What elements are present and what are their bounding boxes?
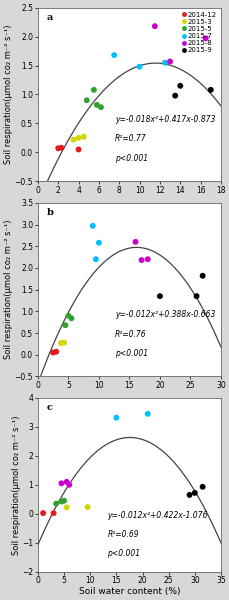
Point bbox=[85, 95, 88, 105]
Point bbox=[69, 313, 73, 323]
Text: y=-0.018x²+0.417x-0.873: y=-0.018x²+0.417x-0.873 bbox=[114, 115, 214, 124]
Point bbox=[76, 145, 80, 154]
Y-axis label: Soil respiration(μmol co₂ m⁻² s⁻¹): Soil respiration(μmol co₂ m⁻² s⁻¹) bbox=[11, 415, 20, 554]
Point bbox=[152, 22, 156, 31]
Point bbox=[59, 338, 63, 348]
Point bbox=[66, 311, 70, 320]
Y-axis label: Soil respiration(μmol co₂ m⁻² s⁻¹): Soil respiration(μmol co₂ m⁻² s⁻¹) bbox=[4, 25, 13, 164]
Text: a: a bbox=[47, 13, 53, 22]
Point bbox=[200, 482, 204, 491]
Point bbox=[54, 499, 58, 508]
Point bbox=[137, 62, 141, 71]
Text: R²=0.77: R²=0.77 bbox=[114, 134, 146, 143]
Point bbox=[194, 292, 198, 301]
Point bbox=[65, 477, 68, 487]
Point bbox=[192, 488, 196, 497]
Point bbox=[56, 143, 60, 153]
Point bbox=[63, 320, 67, 330]
Text: R²=0.69: R²=0.69 bbox=[107, 530, 139, 539]
Point bbox=[76, 133, 80, 143]
Text: c: c bbox=[47, 403, 53, 412]
Point bbox=[92, 85, 95, 95]
Point bbox=[112, 50, 115, 60]
Point bbox=[71, 135, 75, 145]
Point bbox=[51, 348, 55, 358]
Point bbox=[85, 502, 89, 512]
Point bbox=[41, 508, 45, 518]
Legend: 2014-12, 2015-3, 2015-5, 2015-7, 2015-8, 2015-9: 2014-12, 2015-3, 2015-5, 2015-7, 2015-8,… bbox=[181, 11, 217, 54]
Point bbox=[59, 497, 63, 506]
Point bbox=[54, 347, 58, 356]
Point bbox=[59, 479, 63, 488]
Point bbox=[99, 103, 102, 112]
Point bbox=[65, 503, 68, 512]
Text: p<0.001: p<0.001 bbox=[107, 549, 140, 558]
Text: R²=0.76: R²=0.76 bbox=[114, 329, 146, 338]
Point bbox=[139, 256, 143, 265]
Point bbox=[145, 254, 149, 264]
Text: p<0.001: p<0.001 bbox=[114, 154, 147, 163]
Point bbox=[62, 496, 66, 505]
Point bbox=[168, 56, 171, 66]
Text: y=-0.012x²+0.422x-1.076: y=-0.012x²+0.422x-1.076 bbox=[107, 511, 207, 520]
Text: y=-0.012x²+0.388x-0.663: y=-0.012x²+0.388x-0.663 bbox=[114, 310, 214, 319]
Point bbox=[59, 143, 63, 152]
Point bbox=[94, 254, 97, 264]
Point bbox=[203, 34, 207, 43]
Point bbox=[52, 508, 55, 518]
Point bbox=[67, 480, 71, 490]
Point bbox=[173, 91, 176, 100]
Y-axis label: Soil respiration(μmol co₂ m⁻² s⁻¹): Soil respiration(μmol co₂ m⁻² s⁻¹) bbox=[4, 220, 13, 359]
X-axis label: Soil water content (%): Soil water content (%) bbox=[78, 587, 179, 596]
Point bbox=[133, 237, 137, 247]
Text: p<0.001: p<0.001 bbox=[114, 349, 147, 358]
Point bbox=[82, 132, 85, 142]
Point bbox=[178, 81, 181, 91]
Text: b: b bbox=[47, 208, 54, 217]
Point bbox=[97, 238, 100, 248]
Point bbox=[62, 338, 66, 347]
Point bbox=[95, 100, 98, 110]
Point bbox=[157, 292, 161, 301]
Point bbox=[91, 221, 94, 230]
Point bbox=[200, 271, 204, 281]
Point bbox=[145, 409, 149, 419]
Point bbox=[114, 413, 118, 422]
Point bbox=[187, 490, 191, 500]
Point bbox=[163, 58, 166, 67]
Point bbox=[208, 85, 212, 95]
